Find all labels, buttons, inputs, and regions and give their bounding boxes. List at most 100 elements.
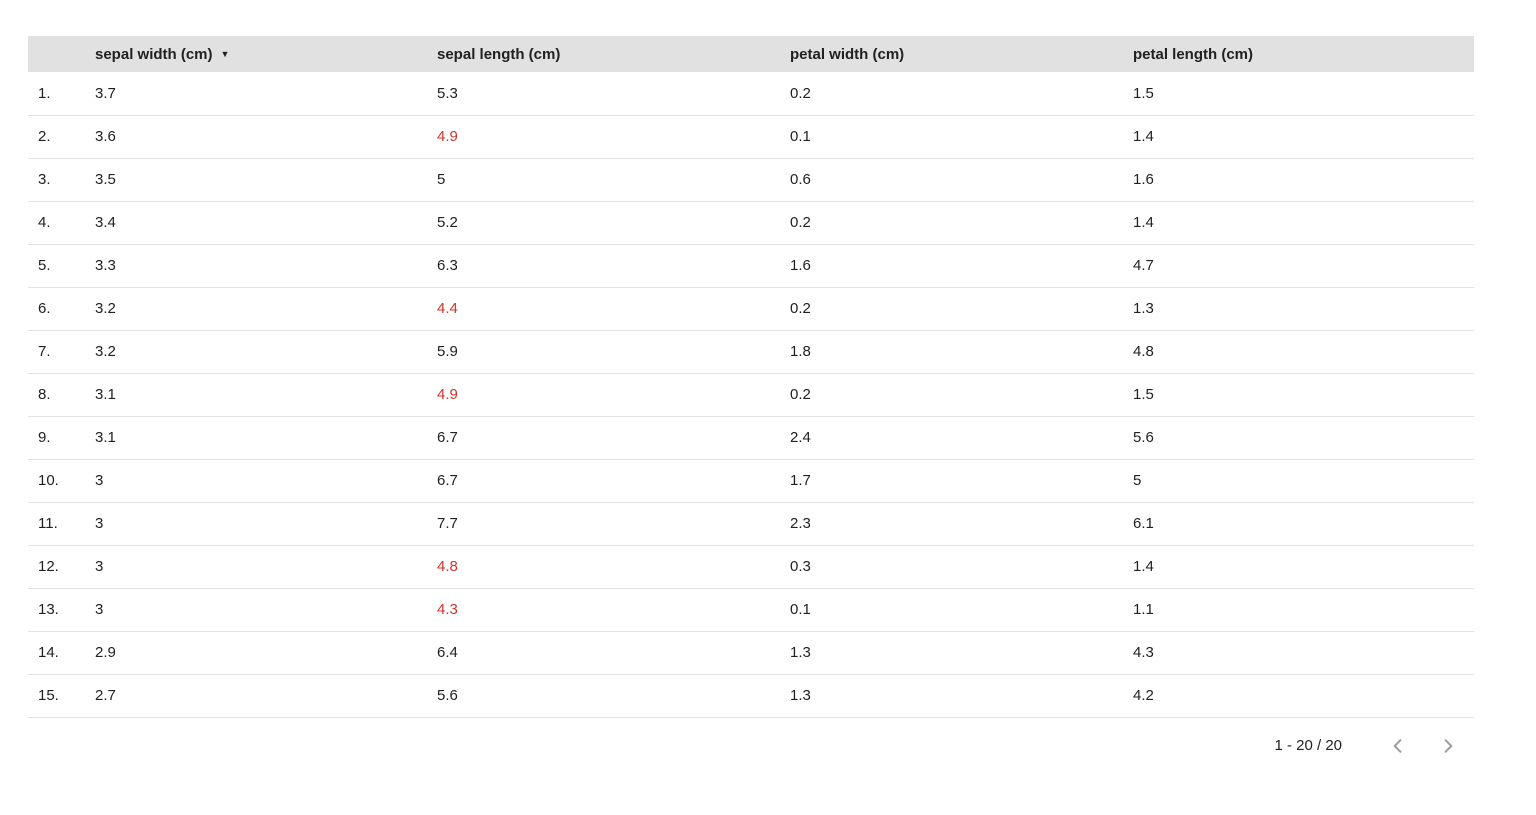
table-cell: 6.4 (437, 631, 790, 675)
row-index: 3. (28, 158, 95, 202)
table-cell: 6.7 (437, 416, 790, 460)
table-cell: 3.7 (95, 72, 437, 116)
table-row: 1. 3.7 5.3 0.2 1.5 (28, 72, 1474, 116)
table-row: 11. 3 7.7 2.3 6.1 (28, 502, 1474, 546)
table-cell: 3 (95, 588, 437, 632)
table-cell: 2.4 (790, 416, 1133, 460)
table-row: 9. 3.1 6.7 2.4 5.6 (28, 416, 1474, 460)
table-cell: 1.3 (1133, 287, 1474, 331)
table-cell: 1.7 (790, 459, 1133, 503)
row-index: 4. (28, 201, 95, 245)
table-cell: 6.3 (437, 244, 790, 288)
column-header-petal-width[interactable]: petal width (cm) (790, 36, 1133, 72)
table-cell: 2.3 (790, 502, 1133, 546)
table-cell: 0.2 (790, 201, 1133, 245)
table-cell: 5.2 (437, 201, 790, 245)
header-row: sepal width (cm) ▼ sepal length (cm) peta… (28, 36, 1474, 72)
row-index: 1. (28, 72, 95, 116)
table-cell: 0.3 (790, 545, 1133, 589)
table-row: 3. 3.5 5 0.6 1.6 (28, 158, 1474, 202)
table-cell: 1.6 (1133, 158, 1474, 202)
row-index: 10. (28, 459, 95, 503)
row-index: 13. (28, 588, 95, 632)
table-cell: 4.8 (437, 545, 790, 589)
table-cell: 0.2 (790, 287, 1133, 331)
table-cell: 1.4 (1133, 115, 1474, 159)
chevron-right-icon (1444, 738, 1453, 753)
table-row: 8. 3.1 4.9 0.2 1.5 (28, 373, 1474, 417)
table-cell: 5.3 (437, 72, 790, 116)
table-row: 7. 3.2 5.9 1.8 4.8 (28, 330, 1474, 374)
column-header-sepal-length[interactable]: sepal length (cm) (437, 36, 790, 72)
table-cell: 1.8 (790, 330, 1133, 374)
chevron-left-icon (1393, 738, 1402, 753)
data-table-widget: sepal width (cm) ▼ sepal length (cm) peta… (28, 36, 1474, 774)
table-cell: 1.6 (790, 244, 1133, 288)
table-cell: 3 (95, 502, 437, 546)
prev-page-button[interactable] (1386, 734, 1410, 758)
table-cell: 1.5 (1133, 72, 1474, 116)
row-index: 7. (28, 330, 95, 374)
data-table: sepal width (cm) ▼ sepal length (cm) peta… (28, 36, 1474, 718)
table-cell: 4.3 (437, 588, 790, 632)
table-cell: 1.5 (1133, 373, 1474, 417)
table-cell: 3.5 (95, 158, 437, 202)
table-cell: 3.2 (95, 287, 437, 331)
row-index: 12. (28, 545, 95, 589)
table-cell: 1.4 (1133, 545, 1474, 589)
table-cell: 3.6 (95, 115, 437, 159)
table-cell: 0.2 (790, 373, 1133, 417)
column-header-label: petal width (cm) (790, 45, 905, 63)
row-index: 2. (28, 115, 95, 159)
row-index: 5. (28, 244, 95, 288)
table-cell: 0.6 (790, 158, 1133, 202)
table-cell: 4.9 (437, 115, 790, 159)
sort-descending-icon: ▼ (220, 48, 230, 59)
table-cell: 4.4 (437, 287, 790, 331)
table-row: 13. 3 4.3 0.1 1.1 (28, 588, 1474, 632)
table-row: 6. 3.2 4.4 0.2 1.3 (28, 287, 1474, 331)
table-cell: 0.1 (790, 115, 1133, 159)
table-cell: 5.9 (437, 330, 790, 374)
table-cell: 4.8 (1133, 330, 1474, 374)
table-row: 12. 3 4.8 0.3 1.4 (28, 545, 1474, 589)
table-cell: 3.2 (95, 330, 437, 374)
table-row: 15. 2.7 5.6 1.3 4.2 (28, 674, 1474, 718)
table-cell: 2.9 (95, 631, 437, 675)
table-cell: 1.1 (1133, 588, 1474, 632)
table-row: 14. 2.9 6.4 1.3 4.3 (28, 631, 1474, 675)
row-index: 9. (28, 416, 95, 460)
table-cell: 4.2 (1133, 674, 1474, 718)
table-cell: 3.1 (95, 373, 437, 417)
table-cell: 7.7 (437, 502, 790, 546)
table-cell: 1.3 (790, 674, 1133, 718)
column-header-label: sepal length (cm) (437, 45, 561, 63)
table-row: 4. 3.4 5.2 0.2 1.4 (28, 201, 1474, 245)
table-cell: 4.7 (1133, 244, 1474, 288)
column-header-petal-length[interactable]: petal length (cm) (1133, 36, 1474, 72)
table-cell: 0.1 (790, 588, 1133, 632)
table-cell: 3.4 (95, 201, 437, 245)
table-row: 2. 3.6 4.9 0.1 1.4 (28, 115, 1474, 159)
table-cell: 0.2 (790, 72, 1133, 116)
column-header-label: sepal width (cm) (95, 45, 213, 63)
table-cell: 3.1 (95, 416, 437, 460)
row-index: 6. (28, 287, 95, 331)
row-number-header (28, 36, 95, 72)
column-header-sepal-width[interactable]: sepal width (cm) ▼ (95, 36, 437, 72)
table-cell: 5.6 (437, 674, 790, 718)
next-page-button[interactable] (1436, 734, 1460, 758)
table-cell: 3 (95, 459, 437, 503)
row-index: 15. (28, 674, 95, 718)
table-cell: 4.3 (1133, 631, 1474, 675)
table-cell: 1.4 (1133, 201, 1474, 245)
column-header-label: petal length (cm) (1133, 45, 1254, 63)
table-cell: 4.9 (437, 373, 790, 417)
table-cell: 6.7 (437, 459, 790, 503)
table-row: 5. 3.3 6.3 1.6 4.7 (28, 244, 1474, 288)
pagination: 1 - 20 / 20 (28, 718, 1474, 774)
table-cell: 5 (1133, 459, 1474, 503)
row-index: 8. (28, 373, 95, 417)
table-cell: 5.6 (1133, 416, 1474, 460)
table-cell: 3.3 (95, 244, 437, 288)
